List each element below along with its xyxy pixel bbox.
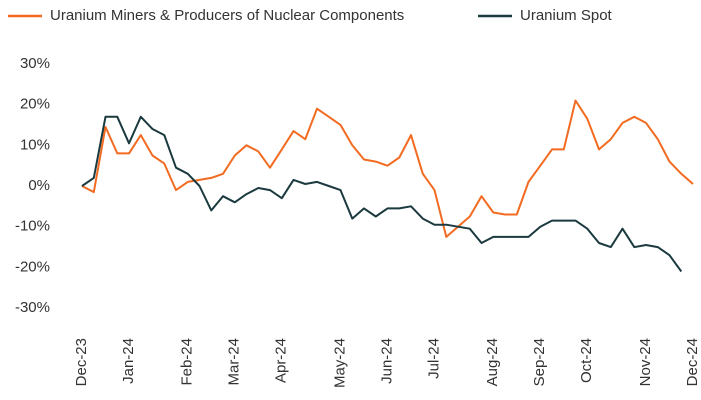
- y-tick-label: -30%: [15, 299, 50, 316]
- x-tick-label: Dec-24: [684, 338, 701, 386]
- y-tick-label: 30%: [20, 55, 50, 72]
- legend-label: Uranium Miners & Producers of Nuclear Co…: [50, 7, 404, 24]
- y-tick-label: 10%: [20, 136, 50, 153]
- x-tick-label: Mar-24: [226, 338, 243, 386]
- y-tick-label: -20%: [15, 258, 50, 275]
- series-line: [81, 99, 694, 238]
- x-tick-label: Apr-24: [273, 338, 290, 383]
- y-tick-label: 0%: [28, 177, 50, 194]
- legend-label: Uranium Spot: [520, 7, 613, 24]
- x-tick-label: May-24: [331, 338, 348, 388]
- x-tick-label: Jul-24: [425, 338, 442, 379]
- x-tick-label: Feb-24: [179, 338, 196, 386]
- x-tick-label: Sep-24: [531, 338, 548, 386]
- x-tick-label: Aug-24: [484, 338, 501, 386]
- x-tick-label: Jun-24: [378, 338, 395, 384]
- series-line: [81, 115, 683, 273]
- y-tick-label: 20%: [20, 96, 50, 113]
- x-tick-label: Nov-24: [637, 338, 654, 386]
- x-tick-label: Jan-24: [120, 338, 137, 384]
- x-tick-label: Oct-24: [578, 338, 595, 383]
- y-tick-label: -10%: [15, 218, 50, 235]
- x-tick-label: Dec-23: [73, 338, 90, 386]
